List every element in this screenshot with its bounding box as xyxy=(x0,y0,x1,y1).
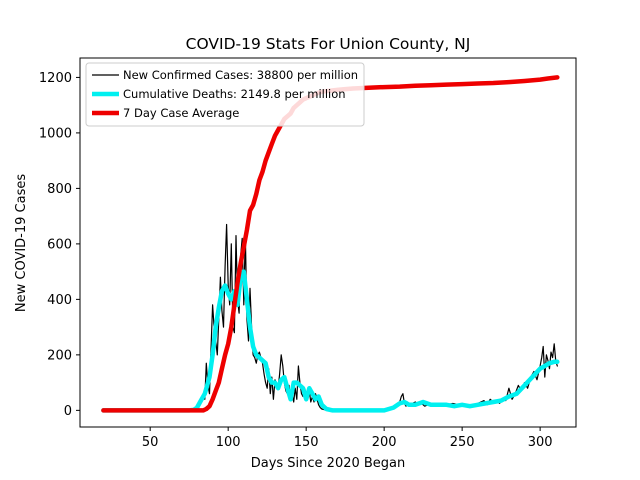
plot-frame xyxy=(79,57,577,428)
y-tick-label: 800 xyxy=(47,182,72,197)
y-tick-label: 0 xyxy=(64,404,72,419)
legend-entry: 7 Day Case Average xyxy=(123,106,239,120)
legend-box xyxy=(85,62,365,127)
legend: New Confirmed Cases: 38800 per million Cu… xyxy=(85,62,365,127)
x-tick-label: 150 xyxy=(294,435,319,450)
y-tick-label: 1000 xyxy=(39,126,72,141)
x-tick-label: 200 xyxy=(372,435,397,450)
x-tick-label: 250 xyxy=(450,435,475,450)
y-tick-label: 200 xyxy=(47,348,72,363)
axes-layer: 50 100 150 200 250 300 0 200 400 600 800 1000 1200 xyxy=(39,57,577,450)
chart-title: COVID-19 Stats For Union County, NJ xyxy=(186,35,471,53)
legend-entry: New Confirmed Cases: 38800 per million xyxy=(123,68,358,82)
y-tick-label: 1200 xyxy=(39,71,72,86)
series-line-1 xyxy=(101,269,560,413)
legend-entry: Cumulative Deaths: 2149.8 per million xyxy=(123,87,346,101)
x-axis-label: Days Since 2020 Began xyxy=(251,456,406,471)
x-tick-label: 100 xyxy=(216,435,241,450)
y-axis-label: New COVID-19 Cases xyxy=(14,174,29,312)
x-tick-label: 300 xyxy=(528,435,553,450)
y-tick-label: 400 xyxy=(47,293,72,308)
y-tick-label: 600 xyxy=(47,237,72,252)
x-tick-label: 50 xyxy=(142,435,159,450)
